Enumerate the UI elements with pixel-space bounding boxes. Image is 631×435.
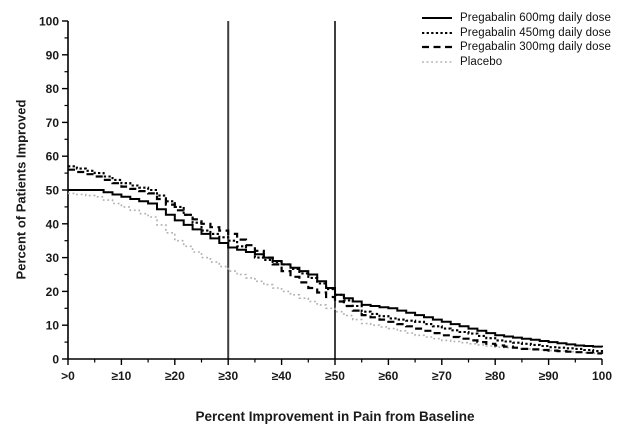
y-tick-label: 10 [46,319,60,333]
x-tick-label: ≥90 [539,369,559,383]
legend-label: Pregabalin 300mg daily dose [460,41,612,54]
legend-line-swatch-icon [422,17,452,20]
reference-lines [227,21,336,359]
axis-ticks: 0 10 20 30 40 50 60 70 80 90 100 >0 ≥10 ≥20 ≥30 ≥40 ≥50 ≥… [39,15,612,384]
legend-item-2: Pregabalin 450mg daily dose [421,26,611,41]
y-tick-label: 100 [39,15,59,29]
legend-label: Placebo [460,55,503,68]
legend-item-1: Pregabalin 600mg daily dose [421,11,611,26]
series-pregabalin-300mg-daily-dose-line [68,168,604,355]
y-tick-label: 80 [46,82,60,96]
x-tick-label: >0 [61,369,75,383]
y-tick-label: 60 [46,150,60,164]
y-tick-label: 30 [46,251,60,265]
y-tick-label: 0 [52,353,59,367]
y-tick-label: 70 [46,116,60,130]
legend-line-swatch-icon [422,60,452,63]
x-tick-label: ≥20 [165,369,185,383]
x-tick-label: 100 [592,369,612,383]
x-tick-label: ≥80 [485,369,505,383]
x-tick-label: ≥40 [272,369,292,383]
x-tick-label: ≥10 [111,369,131,383]
legend-line-swatch-icon [422,46,452,49]
legend: Pregabalin 600mg daily dose Pregabalin 45… [421,11,611,69]
y-tick-label: 90 [46,48,60,62]
legend-item-4: Placebo [421,55,611,70]
y-tick-label: 20 [46,285,60,299]
legend-label: Pregabalin 450mg daily dose [460,26,612,39]
x-tick-label: ≥30 [218,369,238,383]
y-axis-title: Percent of Patients Improved [13,99,29,280]
x-tick-label: ≥70 [432,369,452,383]
series-pregabalin-450mg-daily-dose-line [68,165,604,353]
y-tick-label: 50 [46,184,60,198]
x-axis-title: Percent Improvement in Pain from Baselin… [195,409,475,424]
x-tick-label: ≥60 [378,369,398,383]
legend-item-3: Pregabalin 300mg daily dose [421,40,611,55]
legend-label: Pregabalin 600mg daily dose [460,12,612,25]
series-lines [68,165,604,355]
y-tick-label: 40 [46,217,60,231]
legend-line-swatch-icon [422,31,452,34]
x-tick-label: ≥50 [325,369,345,383]
series-pregabalin-600mg-daily-dose-line [68,189,603,348]
